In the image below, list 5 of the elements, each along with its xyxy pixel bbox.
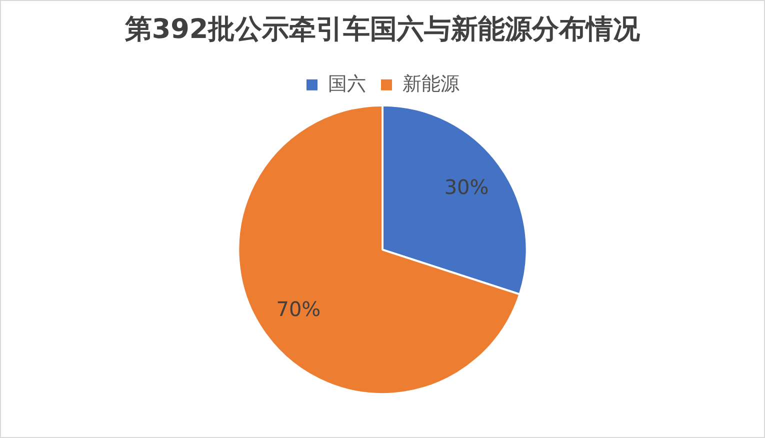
legend-label: 新能源 bbox=[402, 72, 460, 95]
legend-label: 国六 bbox=[328, 72, 366, 95]
data-label: 70% bbox=[276, 296, 321, 321]
chart-title: 第392批公示牵引车国六与新能源分布情况 bbox=[124, 14, 642, 46]
data-label: 30% bbox=[444, 174, 489, 199]
